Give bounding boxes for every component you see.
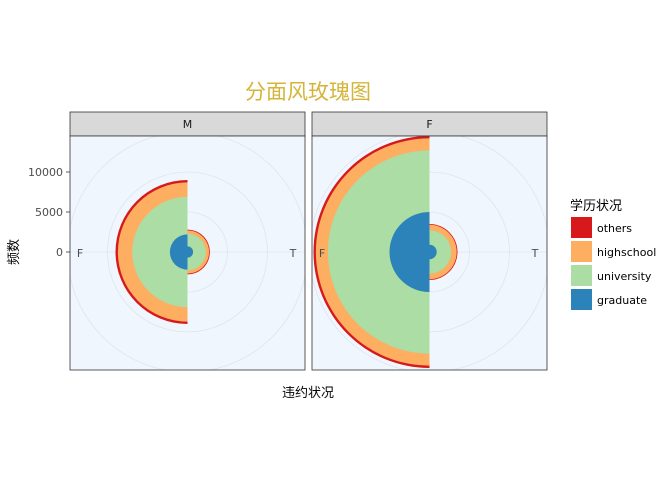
angle-label-T: T — [289, 247, 297, 260]
x-axis-title: 违约状况 — [282, 386, 334, 401]
legend-label-others: others — [597, 222, 632, 235]
legend-label-highschool: highschool — [597, 246, 656, 259]
facet-strip-F — [311, 111, 548, 137]
y-tick-label: 10000 — [28, 166, 63, 179]
legend-label-graduate: graduate — [597, 294, 647, 307]
panel-plot-area — [312, 136, 547, 370]
rose-wedge-F-F-graduate — [389, 212, 430, 292]
facet-panel-F: F F T — [311, 111, 548, 371]
y-axis-ticks: 0 5000 10000 — [28, 166, 70, 259]
panel-plot-area — [70, 136, 305, 370]
legend-key-graduate — [571, 289, 592, 310]
legend-label-university: university — [597, 270, 652, 283]
facet-panels: M F T F F T — [69, 111, 548, 371]
legend-title: 学历状况 — [570, 198, 622, 214]
y-tick-label: 0 — [56, 246, 63, 259]
legend: 学历状况 others highschool university graduate — [570, 198, 656, 310]
rose-wedge-M-T-university — [187, 233, 206, 271]
facet-panel-M: M F T — [69, 111, 306, 371]
panel-border — [311, 135, 548, 371]
rose-wedge-F-F-university — [327, 150, 430, 354]
y-axis-title: 频数 — [7, 239, 22, 265]
y-tick-label: 5000 — [35, 206, 63, 219]
angle-label-T: T — [531, 247, 539, 260]
angle-label-F: F — [77, 247, 83, 260]
chart-title: 分面风玫瑰图 — [245, 80, 371, 104]
angle-label-F: F — [319, 247, 325, 260]
facet-strip-M — [69, 111, 306, 137]
rose-wedge-M-F-university — [132, 196, 188, 308]
rose-wedge-M-T-graduate — [187, 246, 194, 258]
rose-wedge-F-T-graduate — [429, 244, 437, 260]
panel-border — [69, 135, 306, 371]
rose-wedge-M-F-graduate — [169, 234, 188, 270]
facet-strip-label: M — [183, 118, 193, 131]
legend-key-university — [571, 265, 592, 286]
legend-key-others — [571, 217, 592, 238]
legend-key-highschool — [571, 241, 592, 262]
rose-wedge-F-T-university — [429, 230, 452, 274]
facet-strip-label: F — [426, 118, 432, 131]
